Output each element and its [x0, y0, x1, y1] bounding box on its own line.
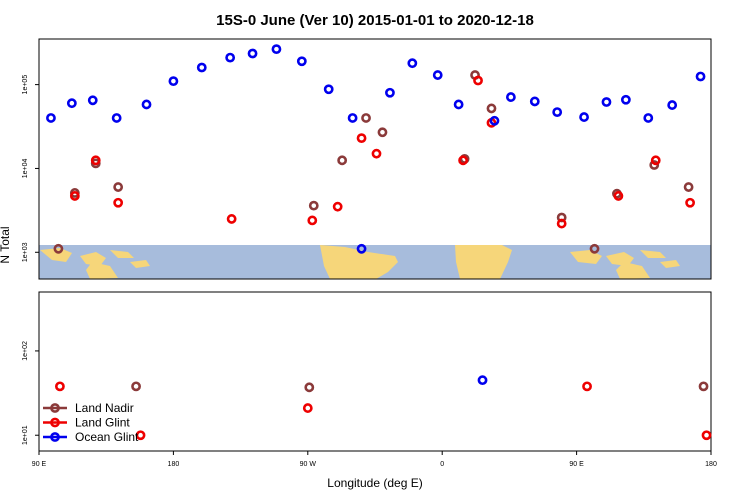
point-land-glint	[556, 218, 567, 229]
y-tick-label: 1e+03	[22, 242, 29, 262]
point-ocean-glint	[477, 375, 488, 386]
point-land-glint	[302, 403, 313, 413]
legend-marker-land-glint	[50, 417, 60, 428]
point-land-nadir	[649, 160, 660, 170]
point-ocean-glint	[196, 62, 207, 73]
point-ocean-glint	[489, 115, 500, 126]
point-land-nadir	[377, 127, 388, 138]
x-tick-label: 90 E	[569, 461, 584, 468]
point-land-nadir	[53, 243, 64, 254]
point-land-glint	[332, 201, 343, 212]
x-tick-label: 90 E	[32, 461, 47, 468]
point-land-glint	[307, 215, 318, 226]
world-map-strip	[39, 245, 711, 279]
lower-panel-frame	[38, 291, 712, 452]
y-axis-ticks: 1e+03 1e+04 1e+05 1e+01 1e+02	[22, 75, 39, 445]
point-ocean-glint	[643, 113, 654, 123]
point-ocean-glint	[579, 112, 589, 122]
point-ocean-glint	[87, 95, 98, 106]
legend-marker-land-nadir	[50, 403, 60, 413]
point-ocean-glint	[271, 44, 282, 55]
y-axis-label: N Total	[0, 226, 12, 263]
point-land-glint	[113, 197, 124, 208]
upper-panel-frame	[38, 38, 712, 280]
point-land-nadir	[683, 182, 694, 192]
point-ocean-glint	[620, 94, 631, 105]
point-ocean-glint	[552, 107, 563, 118]
point-ocean-glint	[667, 100, 678, 110]
y-tick-label: 1e+01	[22, 425, 29, 445]
point-ocean-glint	[529, 96, 540, 107]
point-land-nadir	[131, 381, 141, 392]
point-land-glint	[613, 191, 624, 201]
x-tick-label: 180	[168, 461, 180, 468]
point-land-glint	[356, 133, 367, 144]
point-ocean-glint	[296, 56, 307, 67]
point-land-nadir	[361, 113, 371, 123]
point-land-glint	[69, 191, 80, 201]
data-points	[46, 44, 712, 441]
x-axis-ticks: 90 E 180 90 W 0 90 E 180	[32, 451, 717, 468]
y-tick-label: 1e+05	[22, 75, 29, 95]
point-ocean-glint	[141, 99, 152, 110]
point-ocean-glint	[225, 52, 236, 63]
point-ocean-glint	[505, 92, 516, 102]
point-land-nadir	[698, 381, 709, 392]
x-tick-label: 0	[440, 461, 444, 468]
x-tick-label: 90 W	[300, 461, 317, 468]
point-ocean-glint	[407, 58, 418, 69]
point-ocean-glint	[66, 98, 77, 109]
point-land-glint	[226, 214, 237, 224]
point-land-glint	[701, 430, 712, 441]
point-land-glint	[371, 148, 382, 159]
point-ocean-glint	[385, 87, 395, 98]
point-land-glint	[90, 155, 101, 166]
point-land-glint	[685, 197, 695, 208]
point-land-nadir	[308, 200, 319, 211]
point-land-glint	[582, 381, 592, 392]
point-ocean-glint	[695, 71, 706, 82]
x-tick-label: 180	[705, 461, 717, 468]
y-tick-label: 1e+02	[22, 341, 29, 361]
legend-label-land-nadir: Land Nadir	[75, 401, 134, 415]
point-ocean-glint	[247, 48, 258, 59]
point-land-glint	[135, 430, 146, 441]
point-land-nadir	[486, 103, 497, 114]
legend-marker-ocean-glint	[50, 432, 60, 442]
point-ocean-glint	[46, 113, 56, 123]
legend-label-land-glint: Land Glint	[75, 416, 130, 430]
point-ocean-glint	[601, 97, 612, 107]
point-ocean-glint	[323, 84, 334, 95]
point-land-nadir	[589, 243, 600, 254]
point-ocean-glint	[347, 113, 358, 123]
point-ocean-glint	[453, 99, 464, 110]
x-axis-label: Longitude (deg E)	[327, 476, 422, 490]
point-land-nadir	[304, 382, 315, 393]
point-land-glint	[473, 75, 483, 86]
point-ocean-glint	[432, 70, 443, 80]
point-land-nadir	[113, 182, 124, 192]
y-tick-label: 1e+04	[22, 159, 29, 179]
point-land-glint	[650, 155, 661, 166]
chart-title: 15S-0 June (Ver 10) 2015-01-01 to 2020-1…	[216, 12, 534, 29]
point-land-glint	[55, 381, 65, 392]
point-land-nadir	[337, 155, 348, 166]
point-ocean-glint	[111, 113, 122, 123]
point-land-glint	[458, 155, 469, 166]
legend-label-ocean-glint: Ocean Glint	[75, 430, 139, 444]
point-ocean-glint	[168, 76, 179, 87]
point-ocean-glint	[356, 243, 367, 254]
